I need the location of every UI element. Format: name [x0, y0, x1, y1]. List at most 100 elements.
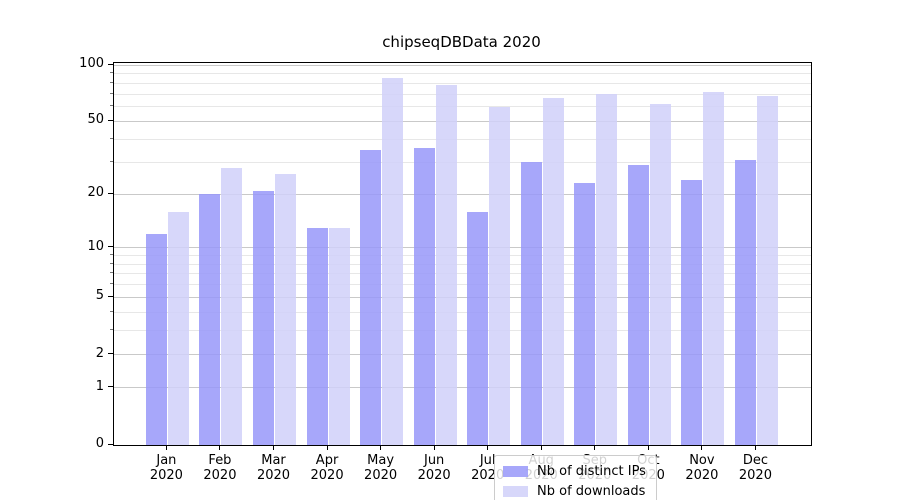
x-tick-sep	[594, 445, 596, 450]
gridline-minor-40	[114, 138, 811, 140]
bar-downloads-aug	[542, 97, 564, 445]
x-tick-apr	[326, 445, 328, 450]
gridline-minor-4	[114, 311, 811, 313]
bar-downloads-jun	[435, 85, 457, 445]
x-tick-label-jun: Jun 2020	[417, 453, 451, 483]
legend-swatch-downloads	[503, 485, 528, 497]
y-tick-label-1: 1	[95, 378, 104, 394]
legend-label-distinct-ips: Nb of distinct IPs	[537, 463, 646, 479]
bar-downloads-nov	[703, 91, 725, 445]
y-tick-label-10: 10	[87, 238, 104, 254]
x-tick-feb	[219, 445, 221, 450]
bar-downloads-sep	[596, 94, 618, 445]
gridline-major-5	[114, 296, 811, 298]
x-tick-aug	[540, 445, 542, 450]
y-tick-20	[108, 192, 113, 194]
x-tick-label-apr: Apr 2020	[310, 453, 344, 483]
bar-downloads-apr	[328, 227, 350, 445]
y-tick-5	[108, 295, 113, 297]
bar-distinct-ips-jan	[145, 233, 167, 445]
x-tick-jul	[487, 445, 489, 450]
bar-downloads-feb	[221, 167, 243, 445]
chart-title: chipseqDBData 2020	[382, 33, 541, 51]
y-tick-label-50: 50	[87, 112, 104, 128]
gridline-minor-60	[114, 106, 811, 108]
y-tick-label-0: 0	[95, 436, 104, 451]
x-tick-label-jan: Jan 2020	[149, 453, 183, 483]
y-tick-label-5: 5	[95, 288, 104, 304]
y-minortick-30	[110, 160, 113, 162]
gridline-major-2	[114, 354, 811, 356]
bar-downloads-may	[382, 78, 404, 445]
bar-distinct-ips-aug	[520, 162, 542, 445]
gridline-major-1	[114, 387, 811, 389]
y-tick-label-20: 20	[87, 185, 104, 201]
y-tick-1	[108, 386, 113, 388]
gridline-major-100	[114, 64, 811, 66]
gridline-minor-6	[114, 284, 811, 286]
y-minortick-60	[110, 105, 113, 107]
x-tick-label-nov: Nov 2020	[685, 453, 719, 483]
x-tick-jun	[433, 445, 435, 450]
y-minortick-7	[110, 272, 113, 274]
y-minortick-70	[110, 92, 113, 94]
bar-distinct-ips-jun	[413, 147, 435, 445]
y-tick-100	[108, 63, 113, 65]
bar-downloads-mar	[275, 173, 296, 445]
x-tick-may	[380, 445, 382, 450]
plot-area: Nb of distinct IPs Nb of downloads	[113, 62, 812, 500]
bar-distinct-ips-apr	[306, 227, 328, 445]
y-minortick-8	[110, 262, 113, 264]
bar-distinct-ips-sep	[574, 183, 596, 445]
y-tick-label-100: 100	[79, 56, 104, 71]
x-tick-jan	[165, 445, 167, 450]
bar-distinct-ips-oct	[627, 164, 649, 445]
legend-item-distinct-ips: Nb of distinct IPs	[503, 461, 646, 481]
bar-distinct-ips-feb	[199, 194, 221, 445]
x-tick-label-may: May 2020	[364, 453, 398, 483]
x-tick-oct	[647, 445, 649, 450]
gridline-minor-9	[114, 254, 811, 256]
y-minortick-90	[110, 72, 113, 74]
bar-downloads-jan	[167, 211, 189, 445]
legend-item-downloads: Nb of downloads	[503, 481, 646, 500]
legend: Nb of distinct IPs Nb of downloads	[494, 455, 657, 500]
y-minortick-80	[110, 81, 113, 83]
gridline-minor-70	[114, 93, 811, 95]
x-tick-dec	[754, 445, 756, 450]
y-tick-0	[108, 443, 113, 445]
y-tick-2	[108, 353, 113, 355]
bar-distinct-ips-jul	[467, 211, 489, 445]
bar-distinct-ips-nov	[681, 179, 703, 445]
y-tick-50	[108, 119, 113, 121]
legend-label-downloads: Nb of downloads	[537, 483, 646, 499]
bar-distinct-ips-mar	[253, 190, 274, 445]
bar-distinct-ips-dec	[734, 159, 756, 445]
bar-downloads-jul	[489, 106, 511, 445]
y-minortick-4	[110, 310, 113, 312]
x-tick-label-feb: Feb 2020	[203, 453, 237, 483]
y-tick-10	[108, 246, 113, 248]
bar-downloads-oct	[649, 103, 671, 445]
gridline-minor-3	[114, 330, 811, 332]
y-minortick-40	[110, 137, 113, 139]
y-minortick-6	[110, 283, 113, 285]
gridline-major-10	[114, 247, 811, 249]
x-tick-label-dec: Dec 2020	[738, 453, 772, 483]
gridline-major-20	[114, 193, 811, 195]
gridline-minor-80	[114, 82, 811, 84]
y-tick-label-2: 2	[95, 345, 104, 361]
legend-swatch-distinct-ips	[503, 465, 528, 477]
bar-distinct-ips-may	[360, 149, 382, 445]
x-tick-nov	[701, 445, 703, 450]
gridline-major-50	[114, 120, 811, 122]
x-tick-mar	[273, 445, 274, 450]
bar-downloads-dec	[756, 96, 778, 445]
gridline-minor-7	[114, 273, 811, 275]
gridline-minor-30	[114, 161, 811, 163]
gridline-minor-8	[114, 263, 811, 265]
x-tick-label-mar: Mar 2020	[256, 453, 291, 483]
y-minortick-9	[110, 253, 113, 255]
y-minortick-3	[110, 329, 113, 331]
